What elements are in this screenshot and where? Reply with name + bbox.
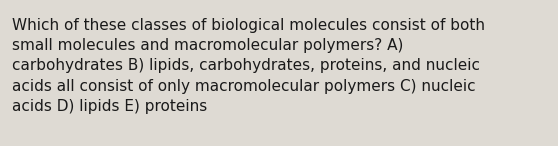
Text: Which of these classes of biological molecules consist of both
small molecules a: Which of these classes of biological mol… — [12, 18, 485, 114]
